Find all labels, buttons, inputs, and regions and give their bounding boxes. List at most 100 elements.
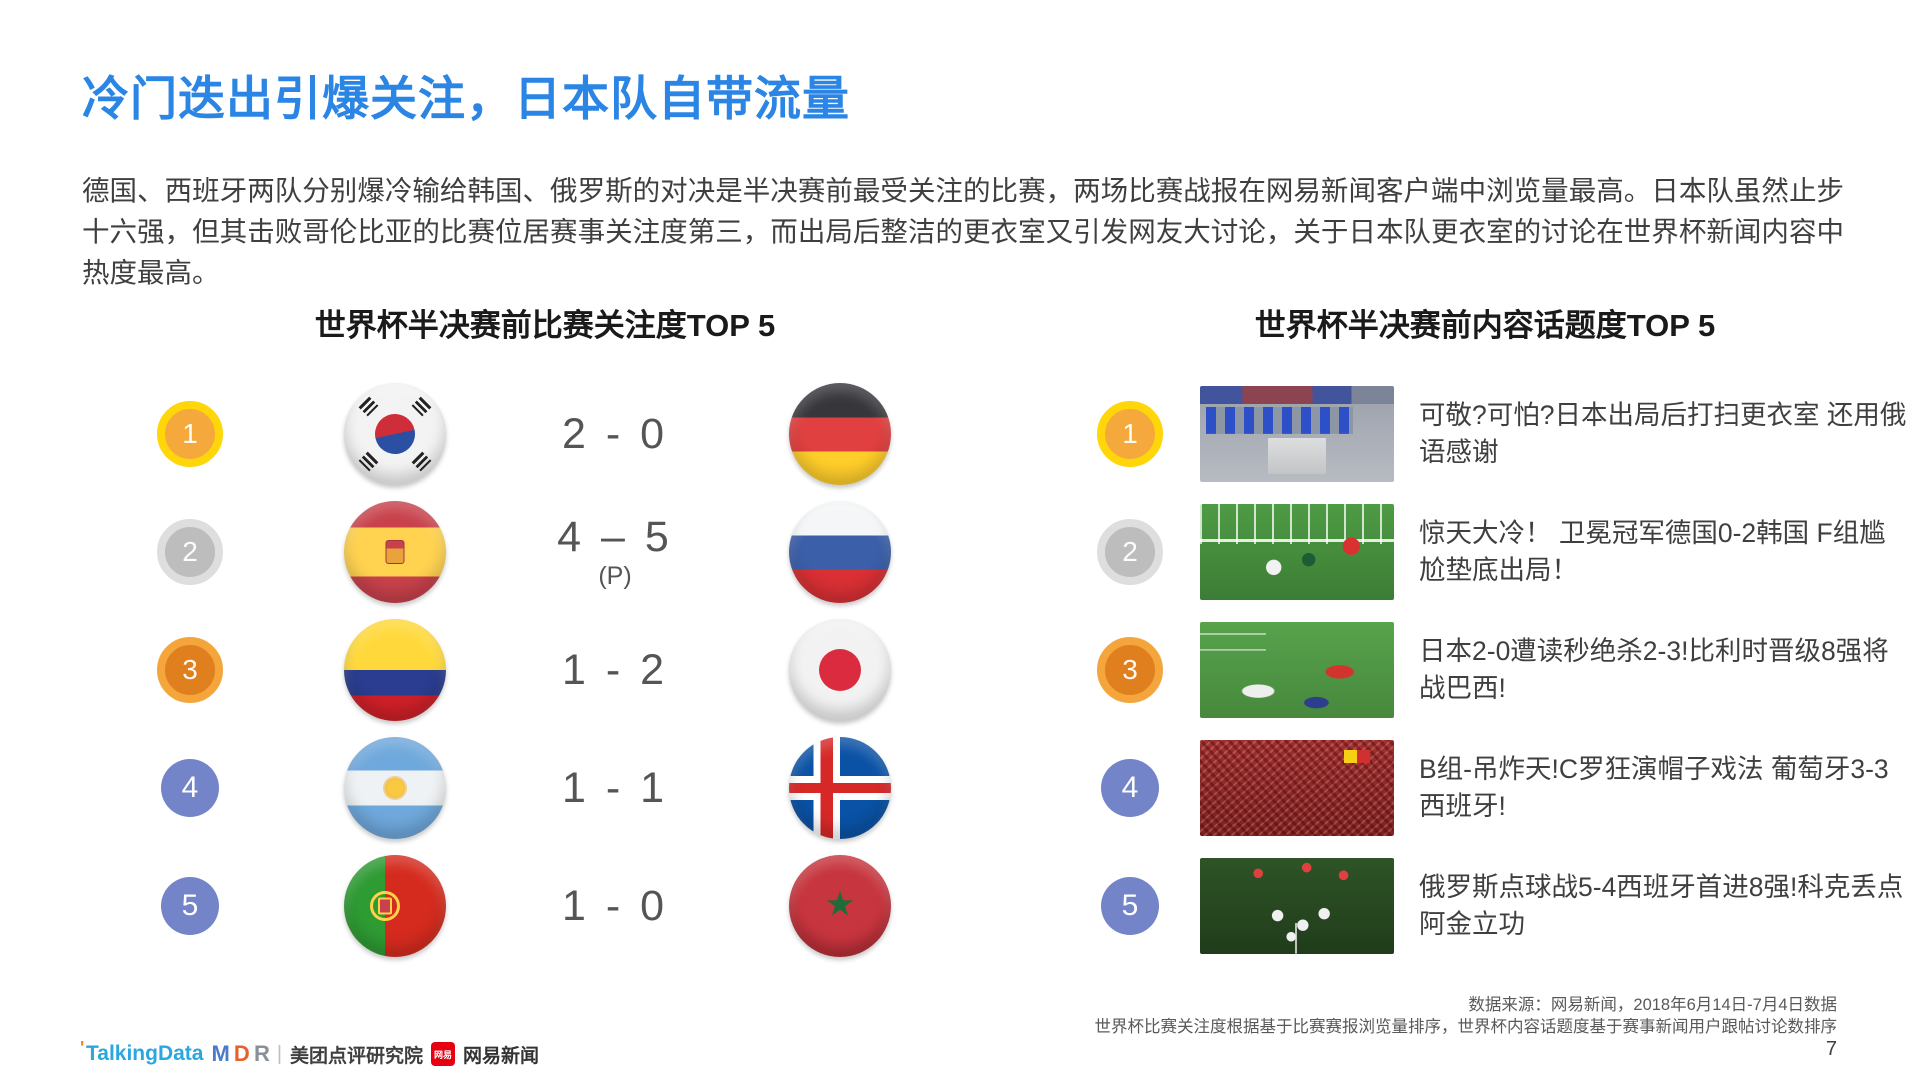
rank-number: 5 (181, 889, 199, 922)
flag-colombia-icon (344, 619, 446, 721)
gold-medal-icon: 1 (157, 401, 223, 489)
korea-trigram-icon (358, 396, 379, 417)
topic-row-5: 5 俄罗斯点球战5-4西班牙首进8强!科克丢点阿金立功 (1060, 847, 1910, 965)
rank-number: 4 (181, 771, 199, 804)
source-line-2: 世界杯比赛关注度根据基于比赛赛报浏览量排序，世界杯内容话题度基于赛事新闻用户跟帖… (1094, 1018, 1838, 1036)
medal-ribbon-icon (170, 687, 210, 725)
news-photo-spain-fans (1200, 740, 1394, 836)
medal-ribbon-icon (1110, 687, 1150, 725)
korea-trigram-icon (411, 396, 432, 417)
rank-cell: 4 (161, 729, 219, 847)
flag-morocco-icon: ★ (789, 855, 891, 957)
rank-cell: 1 (1060, 375, 1200, 493)
source-line-1: 数据来源：网易新闻，2018年6月14日-7月4日数据 (1468, 996, 1837, 1014)
netease-news-logo: 网易新闻 (463, 1045, 540, 1067)
medal-ribbon-icon (1110, 451, 1150, 489)
mdr-letter-r: R (253, 1041, 270, 1066)
score-cell: 2 - 0 (562, 410, 668, 459)
rank-cell: 1 (157, 375, 223, 493)
match-score: 4 – 5 (557, 513, 673, 561)
rank-number: 1 (182, 418, 198, 449)
page-title: 冷门迭出引爆关注，日本队自带流量 (82, 72, 850, 125)
rank-number: 2 (1122, 536, 1138, 567)
medal-ribbon-icon (170, 451, 210, 489)
news-photo-japan-locker-room (1200, 386, 1394, 482)
rank-circle-icon: 4 (1101, 759, 1159, 817)
topic-row-1: 1 可敬?可怕?日本出局后打扫更衣室 还用俄语感谢 (1060, 375, 1910, 493)
rank-cell: 3 (1060, 611, 1200, 729)
news-headline: 日本2-0遭读秒绝杀2-3!比利时晋级8强将战巴西! (1419, 636, 1889, 703)
flag-japan-icon (789, 619, 891, 721)
talkingdata-tick-icon: ' (80, 1038, 85, 1058)
rank-number: 3 (182, 654, 198, 685)
score-note: (P) (598, 562, 632, 590)
rank-circle-icon: 5 (161, 877, 219, 935)
talkingdata-logo: ' TalkingData (80, 1038, 204, 1066)
rank-number: 5 (1121, 889, 1139, 922)
rank-cell: 2 (157, 493, 223, 611)
match-row-3: 3 1 - 2 (115, 611, 975, 729)
match-score: 1 - 0 (561, 881, 669, 930)
netease-badge-text: 网易 (434, 1049, 453, 1060)
rank-cell: 3 (157, 611, 223, 729)
rank-cell: 4 (1060, 729, 1200, 847)
score-cell: 1 - 2 (562, 646, 668, 695)
mdr-letter-d: D (233, 1041, 250, 1066)
bronze-medal-icon: 3 (1097, 637, 1163, 725)
silver-medal-icon: 2 (157, 519, 223, 607)
match-ranking-panel: 世界杯半决赛前比赛关注度TOP 5 1 2 - 0 (115, 300, 975, 965)
rank-number: 1 (1122, 418, 1138, 449)
topic-row-4: 4 B组-吊炸天!C罗狂演帽子戏法 葡萄牙3-3西班牙! (1060, 729, 1910, 847)
match-row-4: 4 1 - 1 (115, 729, 975, 847)
match-ranking-rows: 1 2 - 0 2 (115, 375, 975, 965)
flag-germany-icon (789, 383, 891, 485)
news-headline: 俄罗斯点球战5-4西班牙首进8强!科克丢点阿金立功 (1419, 872, 1904, 939)
rank-circle-icon: 4 (161, 759, 219, 817)
match-score: 2 - 0 (561, 409, 669, 458)
match-row-2: 2 4 – 5 (P) (115, 493, 975, 611)
rank-cell: 5 (1060, 847, 1200, 965)
news-photo-germany-korea-goal (1200, 504, 1394, 600)
news-photo-russia-celebration (1200, 858, 1394, 954)
rank-cell: 5 (161, 847, 219, 965)
score-cell: 4 – 5 (P) (557, 513, 673, 591)
footer-logos: ' TalkingData M D R | 美团点评研究院 网易 网易新闻 (80, 1038, 540, 1068)
topic-row-3: 3 日本2-0遭读秒绝杀2-3!比利时晋级8强将战巴西! (1060, 611, 1910, 729)
mdr-logo: M D R (211, 1041, 270, 1067)
news-headline: 惊天大冷！ 卫冕冠军德国0-2韩国 F组尴尬垫底出局！ (1419, 518, 1886, 585)
flag-iceland-icon (789, 737, 891, 839)
korea-trigram-icon (358, 451, 379, 472)
rank-number: 4 (1121, 771, 1139, 804)
topic-ranking-panel: 世界杯半决赛前内容话题度TOP 5 1 可敬?可怕?日本出局后打扫更衣室 还用俄… (1060, 300, 1910, 965)
korea-trigram-icon (411, 451, 432, 472)
logo-divider: | (276, 1042, 283, 1065)
data-source-note: 数据来源：网易新闻，2018年6月14日-7月4日数据 世界杯比赛关注度根据基于… (1095, 994, 1838, 1038)
silver-medal-icon: 2 (1097, 519, 1163, 607)
flag-russia-icon (789, 501, 891, 603)
score-cell: 1 - 0 (562, 882, 668, 931)
rank-number: 3 (1122, 654, 1138, 685)
flag-south-korea-icon (344, 383, 446, 485)
mdr-letter-m: M (211, 1041, 229, 1066)
bronze-medal-icon: 3 (157, 637, 223, 725)
match-score: 1 - 1 (561, 763, 669, 812)
news-headline: B组-吊炸天!C罗狂演帽子戏法 葡萄牙3-3西班牙! (1419, 754, 1889, 821)
score-cell: 1 - 1 (562, 764, 668, 813)
medal-ribbon-icon (170, 569, 210, 607)
match-row-1: 1 2 - 0 (115, 375, 975, 493)
match-row-5: 5 1 - 0 ★ (115, 847, 975, 965)
body-paragraph: 德国、西班牙两队分别爆冷输给韩国、俄罗斯的对决是半决赛前最受关注的比赛，两场比赛… (82, 175, 1844, 288)
topic-ranking-rows: 1 可敬?可怕?日本出局后打扫更衣室 还用俄语感谢 2 惊天大冷！ 卫冕冠军德国… (1060, 375, 1910, 965)
rank-cell: 2 (1060, 493, 1200, 611)
match-score: 1 - 2 (561, 645, 669, 694)
rank-number: 2 (182, 536, 198, 567)
flag-argentina-icon (344, 737, 446, 839)
meituan-dianping-institute-logo: 美团点评研究院 (290, 1045, 424, 1067)
gold-medal-icon: 1 (1097, 401, 1163, 489)
topic-row-2: 2 惊天大冷！ 卫冕冠军德国0-2韩国 F组尴尬垫底出局！ (1060, 493, 1910, 611)
flag-spain-icon (344, 501, 446, 603)
talkingdata-logo-text: TalkingData (86, 1042, 204, 1065)
news-photo-japan-belgium (1200, 622, 1394, 718)
morocco-star-icon: ★ (824, 885, 856, 924)
